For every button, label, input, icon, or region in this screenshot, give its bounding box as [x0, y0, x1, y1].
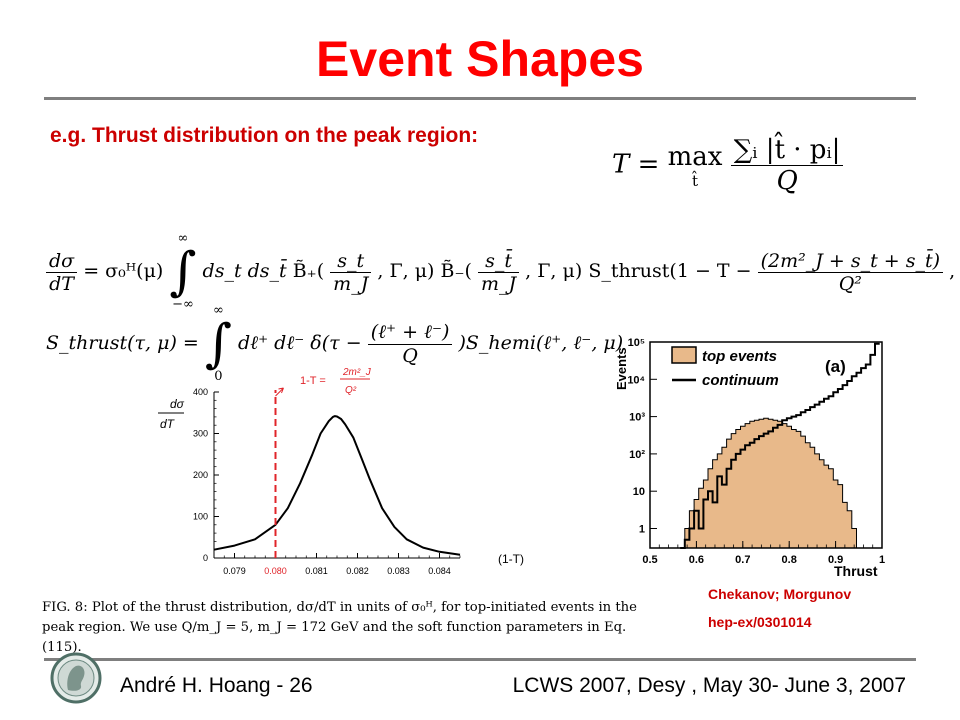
factorization-equation: dσ dT = σ₀ᴴ(μ) ∞ ∫ −∞ ds_t ds_t̄ B̃₊( s_…	[46, 231, 960, 312]
legend-top-events-label: top events	[702, 348, 777, 365]
eq1-measure: ds_t ds_t̄	[202, 260, 287, 282]
hist-y-tick-label: 10²	[629, 449, 645, 461]
eq2-frac-den: Q	[402, 345, 418, 367]
hist-x-tick-label: 0.5	[642, 554, 657, 566]
peak-marker-layer	[274, 387, 284, 558]
footer-author-page: André H. Hoang - 26	[120, 674, 313, 697]
slide-subtitle: e.g. Thrust distribution on the peak reg…	[50, 124, 479, 147]
eq1-int-upper: ∞	[177, 231, 189, 246]
peak-marker-den: Q²	[345, 385, 357, 396]
eq2-measure: dℓ⁺ dℓ⁻ δ(τ −	[238, 332, 362, 354]
hist-panel-label: (a)	[825, 357, 846, 376]
peak-plot-curve-layer	[213, 415, 461, 556]
footer-conference: LCWS 2007, Desy , May 30- June 3, 2007	[512, 674, 906, 697]
hist-y-tick-label: 10³	[629, 412, 645, 424]
eq1-arg1: s_t m_J	[330, 250, 372, 295]
eq1-sthrust: S_thrust(1 − T −	[588, 260, 752, 282]
eq2-fraction: (ℓ⁺ + ℓ⁻) Q	[367, 321, 453, 367]
eq1-integral: ∫	[169, 242, 197, 302]
eq1-arg1-den: m_J	[333, 272, 369, 295]
eq1-arg2-rest: , Γ, μ)	[525, 260, 583, 282]
hist-y-tick-label: 10	[633, 486, 645, 498]
eq1-int-lower: −∞	[172, 297, 194, 312]
hist-xlabel: Thrust	[834, 563, 878, 578]
peak-y-tick-label: 100	[193, 512, 208, 522]
hist-ylabel: Events	[614, 347, 629, 390]
thrust-operator: max	[667, 141, 723, 172]
eq1-arg1-rest: , Γ, μ)	[377, 260, 435, 282]
eq2-rhs-end: )S_hemi(ℓ⁺, ℓ⁻, μ)	[458, 332, 624, 354]
reference-id: hep-ex/0301014	[708, 614, 812, 630]
legend-top-events-swatch	[671, 346, 697, 364]
hist-x-tick-label: 0.8	[782, 554, 797, 566]
peak-plot-axes: 0 100 200 300 400 0.079 0.080 0.081 0.082 0.083 0.…	[193, 387, 461, 576]
eq1-arg2-den: m_J	[480, 272, 517, 295]
peak-y-tick-label: 300	[193, 429, 208, 439]
legend-continuum-label: continuum	[702, 372, 779, 389]
peak-y-tick-label: 400	[193, 387, 208, 397]
hist-y-tick-label: 1	[639, 523, 645, 535]
thrust-lhs: T =	[612, 149, 668, 180]
eq1-arg2: s_t̄ m_J	[477, 250, 520, 295]
eq2-int-upper: ∞	[213, 303, 224, 318]
soft-function-equation: S_thrust(τ, μ) = ∞ ∫ 0 dℓ⁺ dℓ⁻ δ(τ − (ℓ⁺…	[46, 304, 623, 384]
thrust-definition: T = max t̂ ∑ᵢ |t̂ · pᵢ| Q	[612, 135, 844, 196]
peak-x-tick-label: 0.083	[387, 566, 410, 576]
eq1-arg3-den: Q²	[838, 272, 862, 295]
top-events-histogram	[680, 417, 866, 549]
histogram-axes: 0.5 0.6 0.7 0.8 0.9 1 1 10 10² 10³ 10⁴ 10⁵	[627, 338, 885, 566]
reference-authors: Chekanov; Morgunov	[708, 586, 852, 602]
eq1-arg3-num: (2m²_J + s_t + s_t̄)	[757, 250, 944, 273]
continuum-histogram	[680, 342, 880, 549]
peak-x-tick-label: 0.079	[223, 566, 246, 576]
slide-title: Event Shapes	[316, 31, 644, 87]
top-divider	[44, 97, 916, 100]
thrust-operator-sub: t̂	[692, 171, 699, 190]
hist-y-tick-label: 10⁵	[628, 338, 645, 349]
thrust-numerator: ∑ᵢ |t̂ · pᵢ|	[730, 135, 844, 166]
peak-marker-num: 2m²_J	[342, 367, 372, 378]
bottom-divider	[44, 658, 916, 661]
eq1-bplus: B̃₊(	[292, 260, 325, 282]
peak-curve	[213, 415, 461, 556]
hist-y-tick-label: 10⁴	[627, 374, 645, 386]
peak-ylabel-num: dσ	[170, 397, 185, 411]
hist-x-tick-label: 0.7	[735, 554, 750, 566]
eq2-integral: ∫	[204, 314, 232, 374]
institute-seal-logo	[50, 652, 102, 704]
eq1-bminus: B̃₋(	[440, 260, 472, 282]
eq2-frac-num: (ℓ⁺ + ℓ⁻)	[367, 321, 453, 345]
histogram-frame	[649, 341, 883, 549]
thrust-denominator: Q	[776, 166, 798, 196]
hist-x-tick-label: 0.6	[689, 554, 704, 566]
eq1-arg2-num: s_t̄	[477, 250, 520, 273]
eq1-arg3-rest: , μ)	[949, 260, 960, 282]
eq1-lhs-num: dσ	[46, 250, 78, 273]
eq1-lhs-den: dT	[49, 272, 74, 295]
peak-marker-arrow	[275, 387, 284, 397]
eq1-arg3: (2m²_J + s_t + s_t̄) Q²	[757, 250, 944, 295]
peak-x-tick-label: 0.081	[305, 566, 328, 576]
peak-distribution-plot: 0 100 200 300 400 0.079 0.080 0.081 0.082 0.083 0.…	[158, 367, 524, 576]
eq1-rhs-start: = σ₀ᴴ(μ)	[83, 260, 164, 282]
eq2-int-lower: 0	[214, 369, 223, 384]
hist-x-tick-label: 0.9	[828, 554, 843, 566]
peak-x-tick-label: 0.082	[346, 566, 369, 576]
peak-x-tick-label: 0.084	[428, 566, 451, 576]
histogram-layer	[680, 342, 880, 549]
peak-y-tick-label: 200	[193, 470, 208, 480]
peak-x-tick-label: 0.080	[264, 566, 287, 576]
hist-x-tick-label: 1	[879, 554, 885, 566]
peak-ylabel-den: dT	[160, 417, 176, 431]
figure-caption: FIG. 8: Plot of the thrust distribution,…	[42, 600, 637, 655]
peak-marker-prefix: 1-T =	[300, 375, 326, 387]
thrust-histogram: 0.5 0.6 0.7 0.8 0.9 1 1 10 10² 10³ 10⁴ 10⁵ Events T…	[614, 338, 885, 578]
eq2-lhs: S_thrust(τ, μ) =	[46, 332, 199, 354]
peak-y-tick-label: 0	[203, 553, 208, 563]
thrust-fraction: ∑ᵢ |t̂ · pᵢ| Q	[730, 135, 844, 196]
eq1-arg1-num: s_t	[330, 250, 372, 273]
peak-xlabel: (1-T)	[498, 552, 524, 566]
eq1-lhs-fraction: dσ dT	[46, 250, 78, 295]
